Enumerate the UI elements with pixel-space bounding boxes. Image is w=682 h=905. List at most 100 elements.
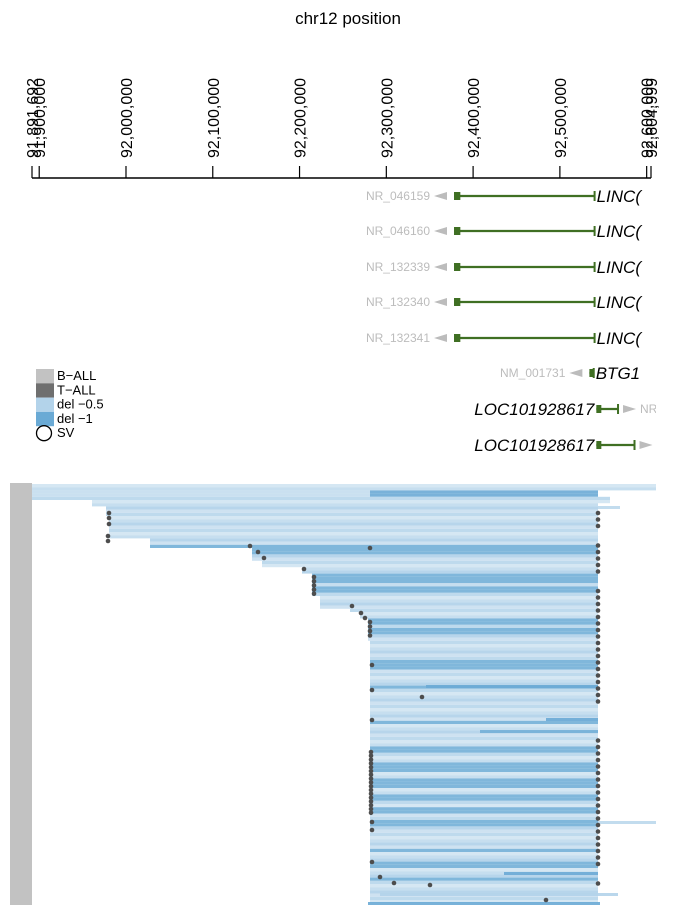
sv-breakpoint-icon — [595, 699, 601, 704]
deletion-segment — [370, 669, 598, 673]
deletion-segment — [370, 759, 598, 763]
deletion-segment — [370, 839, 598, 843]
transcript-exon — [454, 334, 461, 342]
sv-breakpoint-icon — [369, 662, 375, 668]
transcript-row: NR_132341 LINC( — [366, 329, 643, 348]
strand-arrow-icon — [434, 334, 448, 342]
deletion-segment — [370, 688, 598, 692]
deletion-segment — [370, 842, 598, 846]
deletion-segment — [360, 615, 598, 619]
sv-breakpoint-icon — [367, 633, 373, 638]
deletion-segment — [370, 800, 598, 804]
transcript-row: LOC101928617 — [474, 436, 653, 455]
strand-arrow-icon — [623, 405, 637, 413]
deletion-segment — [370, 708, 598, 712]
deletion-segment — [598, 506, 620, 509]
deletion-segment — [370, 672, 598, 676]
strand-arrow-icon — [434, 263, 448, 271]
deletion-segment — [370, 698, 598, 702]
deletion-segment — [370, 788, 598, 792]
deletion-segment — [370, 884, 598, 888]
deletion-segment — [370, 692, 598, 696]
deletion-segment — [370, 743, 598, 747]
sv-breakpoint-icon — [368, 757, 374, 762]
axis-tick-label: 92,300,000 — [379, 78, 396, 158]
sv-breakpoint-icon — [543, 897, 549, 903]
deletion-segment — [368, 637, 598, 641]
deletion-segment — [368, 634, 598, 638]
deletion-segment — [546, 718, 598, 721]
sv-breakpoint-icon — [368, 764, 374, 770]
deletion-segment — [370, 701, 598, 705]
deletion-segment — [370, 797, 598, 801]
deletion-segment — [370, 852, 598, 856]
sv-breakpoint-icon — [595, 634, 601, 639]
deletion-segment — [312, 586, 598, 590]
deletion-segment — [32, 493, 370, 497]
deletion-segment — [370, 647, 598, 651]
axis-tick-label: 92,400,000 — [466, 78, 483, 158]
deletion-segment — [370, 704, 598, 708]
deletion-segment — [426, 685, 598, 688]
deletion-segment — [370, 727, 598, 731]
sv-breakpoints — [105, 510, 601, 903]
sv-breakpoint-icon — [595, 822, 601, 828]
sv-breakpoint-icon — [367, 628, 373, 634]
sv-breakpoint-icon — [595, 790, 601, 795]
deletion-segment — [262, 560, 598, 564]
deletion-segment — [368, 624, 598, 628]
sv-breakpoint-icon — [595, 770, 601, 776]
sv-breakpoint-icon — [595, 686, 601, 691]
deletion-segment — [312, 573, 598, 577]
deletion-segment — [370, 784, 598, 788]
sv-breakpoint-icon — [595, 744, 601, 750]
deletion-segment — [106, 506, 598, 510]
sv-breakpoint-icon — [106, 515, 112, 521]
sv-breakpoint-icon — [595, 783, 601, 789]
sv-breakpoint-icon — [595, 777, 601, 782]
deletion-segment — [312, 583, 598, 587]
transcript-id-label: NR_132339 — [366, 260, 430, 274]
deletion-segment — [150, 538, 598, 542]
sv-breakpoint-icon — [595, 621, 601, 626]
deletion-segment — [370, 832, 598, 836]
sv-breakpoint-icon — [595, 640, 601, 646]
sv-breakpoint-icon — [368, 791, 374, 797]
transcript-id-label: NR_046160 — [366, 224, 430, 238]
sv-breakpoint-icon — [595, 751, 601, 756]
deletion-segment — [370, 781, 598, 785]
deletion-segment — [370, 676, 598, 680]
deletion-segment — [109, 535, 598, 539]
sv-breakpoint-icon — [595, 562, 601, 568]
sv-breakpoint-icon — [595, 608, 601, 613]
sv-breakpoint-icon — [595, 842, 601, 847]
sv-breakpoint-icon — [595, 757, 601, 763]
transcript-row: NR_046160 LINC( — [366, 222, 643, 241]
legend-label: T−ALL — [57, 382, 96, 397]
deletion-segment — [370, 858, 598, 862]
deletion-segment — [370, 816, 598, 820]
sv-breakpoint-icon — [595, 627, 601, 633]
deletion-segment — [360, 612, 598, 616]
sv-breakpoint-icon — [391, 880, 397, 886]
sv-breakpoint-icon — [595, 855, 601, 860]
deletion-segment — [312, 589, 598, 593]
sv-breakpoint-icon — [368, 783, 374, 789]
deletion-segment — [370, 871, 598, 875]
axis-tick-label: 92,200,000 — [293, 78, 310, 158]
sv-breakpoint-icon — [595, 829, 601, 834]
deletion-segment — [598, 821, 656, 824]
deletion-segment — [368, 628, 598, 632]
sv-breakpoint-icon — [595, 556, 601, 561]
deletion-segment — [370, 823, 598, 827]
deletion-segment — [370, 826, 598, 830]
legend-item: SV — [35, 425, 75, 442]
sv-breakpoint-icon — [595, 803, 601, 808]
transcript-exon — [596, 405, 602, 413]
sv-breakpoint-icon — [368, 799, 374, 804]
deletion-segment — [504, 872, 598, 875]
sv-breakpoint-icon — [595, 510, 601, 516]
deletion-segment — [370, 720, 598, 724]
deletion-segment — [252, 551, 598, 555]
